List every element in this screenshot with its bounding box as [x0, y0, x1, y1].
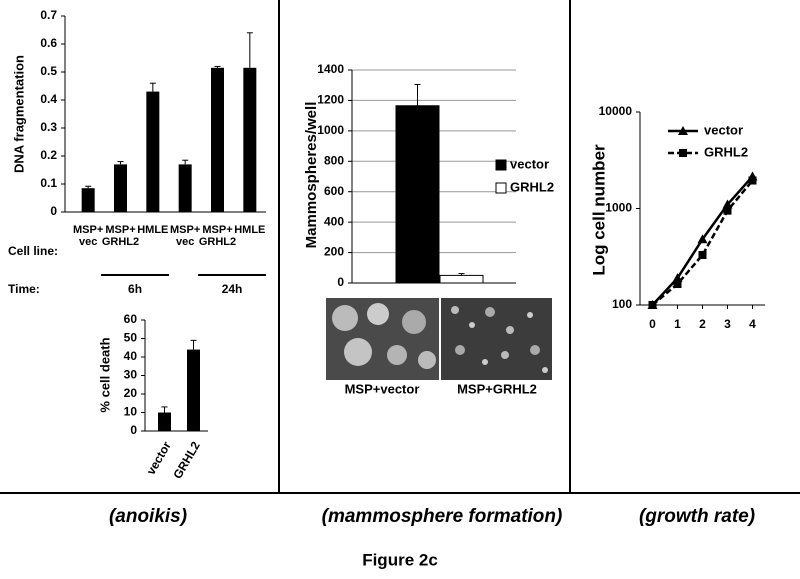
y-tick-label: 0: [50, 204, 57, 218]
marker: [748, 176, 757, 185]
marker: [723, 206, 732, 215]
row-label: Time:: [8, 282, 40, 296]
y-tick-label: 10: [124, 405, 138, 419]
x-tick-label: MSP+ GRHL2: [101, 224, 140, 248]
bar: [81, 188, 95, 212]
marker: [648, 301, 657, 309]
y-axis-label: % cell death: [97, 337, 112, 412]
x-tick-label: GRHL2: [170, 439, 203, 482]
y-tick-label: 50: [124, 331, 138, 345]
y-tick-label: 100: [612, 297, 632, 311]
panel-caption: (mammosphere formation): [322, 506, 563, 527]
y-tick-label: 0.7: [40, 8, 57, 22]
y-tick-label: 0.1: [40, 176, 57, 190]
row-label: Cell line:: [8, 244, 58, 258]
y-tick-label: 1200: [317, 93, 344, 107]
y-tick-label: 600: [324, 184, 344, 198]
y-tick-label: 60: [124, 312, 138, 326]
marker: [678, 126, 688, 135]
legend-label: GRHL2: [510, 179, 554, 194]
bar: [395, 105, 440, 284]
y-axis-label: Mammospheres/well: [303, 102, 320, 249]
x-tick-label: 1: [674, 317, 681, 331]
bar: [158, 412, 171, 431]
x-tick-label: 4: [749, 317, 756, 331]
y-tick-label: 0.6: [40, 36, 57, 50]
y-axis-label: DNA fragmentation: [11, 55, 26, 173]
y-tick-label: 0: [130, 423, 137, 437]
x-tick-label: 0: [649, 317, 656, 331]
bar: [114, 164, 127, 212]
figure-label: Figure 2c: [362, 550, 438, 569]
x-tick-label: MSP+ vec: [170, 224, 201, 248]
bar: [178, 164, 192, 212]
bar: [187, 349, 200, 431]
legend-swatch: [495, 159, 507, 171]
line: [651, 179, 754, 306]
group-label: 6h: [128, 282, 142, 296]
y-tick-label: 1000: [605, 201, 632, 215]
y-tick-label: 20: [124, 386, 138, 400]
marker: [679, 149, 687, 157]
micrograph: [441, 298, 552, 380]
image-label: MSP+GRHL2: [457, 381, 537, 396]
micrograph: [326, 298, 439, 380]
x-tick-label: MSP+ vec: [73, 224, 104, 248]
bar: [439, 274, 484, 284]
y-tick-label: 1000: [317, 123, 344, 137]
y-tick-label: 200: [324, 245, 344, 259]
x-tick-label: vector: [144, 439, 174, 477]
y-tick-label: 0.4: [40, 92, 57, 106]
y-tick-label: 400: [324, 214, 344, 228]
y-tick-label: 30: [124, 368, 138, 382]
y-tick-label: 800: [324, 153, 344, 167]
y-axis-label: Log cell number: [589, 144, 608, 276]
legend-label: vector: [510, 156, 549, 171]
bar: [243, 67, 257, 212]
bar: [146, 91, 160, 212]
group-label: 24h: [222, 282, 243, 296]
bar: [211, 67, 224, 212]
image-label: MSP+vector: [345, 381, 420, 396]
panel-caption: (growth rate): [639, 506, 755, 527]
y-tick-label: 1400: [317, 62, 344, 76]
legend-label: vector: [704, 122, 743, 137]
x-tick-label: HMLE: [234, 224, 266, 236]
x-tick-label: 3: [724, 317, 731, 331]
marker: [698, 250, 707, 259]
marker: [697, 234, 708, 244]
x-tick-label: MSP+ GRHL2: [198, 224, 237, 248]
y-tick-label: 0.3: [40, 120, 57, 134]
y-tick-label: 0.5: [40, 64, 57, 78]
legend-swatch: [495, 182, 507, 194]
y-tick-label: 0: [337, 275, 344, 289]
x-tick-label: 2: [699, 317, 706, 331]
y-tick-label: 10000: [599, 104, 633, 118]
x-tick-label: HMLE: [137, 224, 169, 236]
y-tick-label: 40: [124, 349, 138, 363]
y-tick-label: 0.2: [40, 148, 57, 162]
legend-label: GRHL2: [704, 144, 748, 159]
marker: [673, 280, 682, 289]
panel-caption: (anoikis): [109, 506, 187, 527]
